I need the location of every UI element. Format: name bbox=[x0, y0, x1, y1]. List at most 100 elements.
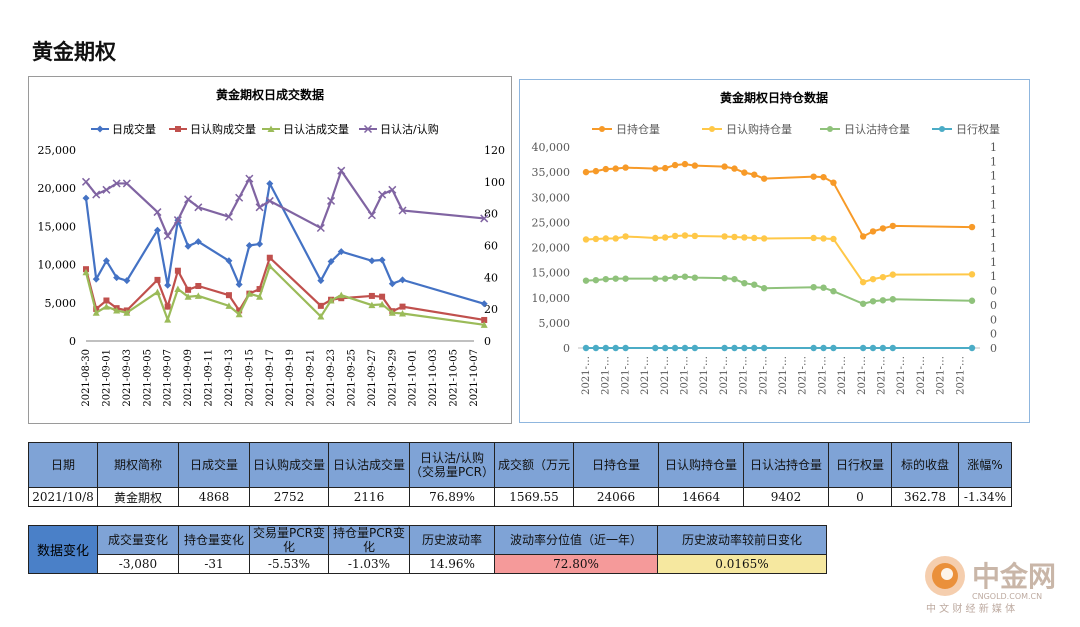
data-point bbox=[368, 292, 375, 299]
table-header: 成交额（万元 bbox=[494, 442, 574, 488]
data-point bbox=[652, 275, 659, 282]
change-header: 持仓量变化 bbox=[178, 525, 250, 555]
change-header-row: 数据变化 成交量变化 持仓量变化 交易量PCR变化 持仓量PCR变化 历史波动率… bbox=[28, 525, 827, 574]
x-tick-label: 2021-… bbox=[877, 356, 888, 395]
data-point bbox=[102, 303, 110, 310]
x-tick-label: 2021-09-17 bbox=[265, 349, 276, 407]
change-header: 历史波动率 bbox=[409, 525, 495, 555]
table-header: 日行权量 bbox=[828, 442, 892, 488]
table-cell: 0 bbox=[828, 487, 892, 507]
data-point bbox=[368, 301, 376, 309]
x-tick-label: 2021-… bbox=[758, 356, 769, 395]
data-point bbox=[327, 297, 335, 304]
y-right-tick-label: 1 bbox=[990, 213, 997, 226]
change-row-label: 数据变化 bbox=[28, 525, 98, 574]
data-point bbox=[968, 344, 976, 352]
x-tick-label: 2021-10-01 bbox=[408, 349, 419, 407]
series-line bbox=[84, 255, 485, 322]
data-point bbox=[889, 271, 897, 278]
series-line bbox=[585, 234, 973, 284]
x-tick-label: 2021-… bbox=[719, 356, 730, 395]
data-point bbox=[820, 284, 827, 291]
data-point bbox=[602, 275, 609, 283]
data-point bbox=[92, 309, 100, 316]
x-tick-label: 2021-… bbox=[896, 356, 907, 395]
y-left-tick-label: 5,000 bbox=[539, 317, 571, 330]
x-tick-label: 2021-09-23 bbox=[326, 349, 337, 407]
data-point bbox=[153, 208, 162, 217]
data-point bbox=[327, 196, 336, 205]
data-change-table: 数据变化 成交量变化 持仓量变化 交易量PCR变化 持仓量PCR变化 历史波动率… bbox=[28, 525, 827, 574]
data-point bbox=[810, 283, 817, 291]
series-line bbox=[585, 275, 973, 305]
change-header: 持仓量PCR变化 bbox=[328, 525, 410, 555]
data-point bbox=[612, 235, 619, 242]
data-point bbox=[480, 321, 488, 328]
data-point bbox=[612, 344, 619, 352]
x-tick-label: 2021-10-03 bbox=[428, 349, 439, 407]
y-left-tick-label: 20,000 bbox=[532, 242, 571, 255]
x-tick-label: 2021-09-03 bbox=[122, 349, 133, 407]
legend-marker bbox=[709, 126, 715, 132]
x-tick-label: 2021-… bbox=[739, 356, 750, 395]
data-point bbox=[123, 309, 131, 316]
data-point bbox=[741, 234, 748, 241]
series-line bbox=[85, 168, 485, 239]
data-point bbox=[378, 190, 387, 199]
data-point bbox=[102, 257, 110, 265]
data-point bbox=[612, 275, 619, 282]
data-point bbox=[82, 268, 90, 276]
series-line bbox=[84, 264, 485, 326]
data-point bbox=[592, 235, 600, 243]
cngold-logo-mark: 中金网 CNGOLD.COM.CN 中 文 财 经 新 媒 体 bbox=[925, 556, 1056, 615]
data-point bbox=[602, 344, 609, 352]
y-left-tick-label: 15,000 bbox=[532, 267, 571, 280]
data-point bbox=[317, 277, 325, 285]
data-point bbox=[859, 300, 867, 307]
y-left-tick-label: 0 bbox=[563, 342, 570, 355]
change-value-row: -3,080 -31 -5.53% -1.03% 14.96% 72.80% 0… bbox=[29, 554, 827, 574]
y-right-tick-label: 1 bbox=[990, 170, 997, 183]
data-point bbox=[398, 206, 407, 215]
legend-label: 日认购持仓量 bbox=[726, 122, 792, 136]
data-point bbox=[671, 273, 679, 281]
table-header: 日成交量 bbox=[178, 442, 250, 488]
data-point bbox=[681, 232, 689, 239]
data-point bbox=[671, 344, 679, 352]
data-point bbox=[102, 185, 111, 194]
table-header: 日期 bbox=[28, 442, 98, 488]
x-tick-label: 2021-09-25 bbox=[346, 349, 357, 407]
data-point bbox=[266, 262, 274, 270]
table-header: 日认沽/认购（交易量PCR） bbox=[409, 442, 495, 488]
chart-title: 黄金期权日持仓数据 bbox=[720, 90, 828, 105]
logo-name: 中金网 bbox=[972, 560, 1056, 593]
data-point bbox=[760, 285, 768, 292]
x-tick-label: 2021-… bbox=[581, 356, 592, 395]
logo-url: CNGOLD.COM.CN bbox=[972, 592, 1042, 601]
table-header-row: 日期 期权简称 日成交量 日认购成交量 日认沽成交量 日认沽/认购（交易量PCR… bbox=[28, 442, 1012, 488]
y-right-tick-label: 0 bbox=[990, 313, 997, 326]
x-tick-label: 2021-… bbox=[837, 356, 848, 395]
table-row: 2021/10/8 黄金期权 4868 2752 2116 76.89% 156… bbox=[28, 487, 1012, 507]
x-tick-label: 2021-… bbox=[620, 356, 631, 395]
data-point bbox=[681, 273, 689, 280]
data-point bbox=[760, 344, 768, 352]
data-point bbox=[113, 274, 121, 282]
legend-marker bbox=[363, 124, 373, 134]
y-left-tick-label: 35,000 bbox=[532, 166, 571, 179]
x-tick-label: 2021-09-09 bbox=[183, 349, 194, 407]
data-point bbox=[879, 297, 887, 304]
table-cell: -1.34% bbox=[958, 487, 1012, 507]
x-tick-label: 2021-10-05 bbox=[449, 349, 460, 407]
x-tick-label: 2021-… bbox=[601, 356, 612, 395]
legend-marker bbox=[175, 126, 181, 132]
data-point bbox=[582, 277, 590, 284]
data-point bbox=[681, 160, 689, 168]
data-point bbox=[113, 306, 121, 314]
legend-marker bbox=[599, 126, 605, 132]
data-point bbox=[163, 231, 172, 240]
data-point bbox=[164, 316, 172, 323]
volatility-change-cell: 0.0165% bbox=[657, 554, 827, 574]
data-point bbox=[661, 344, 669, 352]
daily-volume-chart-panel: 黄金期权日成交数据 0 5,000 10,000 15,000 20,000 25,000 0… bbox=[28, 76, 512, 424]
